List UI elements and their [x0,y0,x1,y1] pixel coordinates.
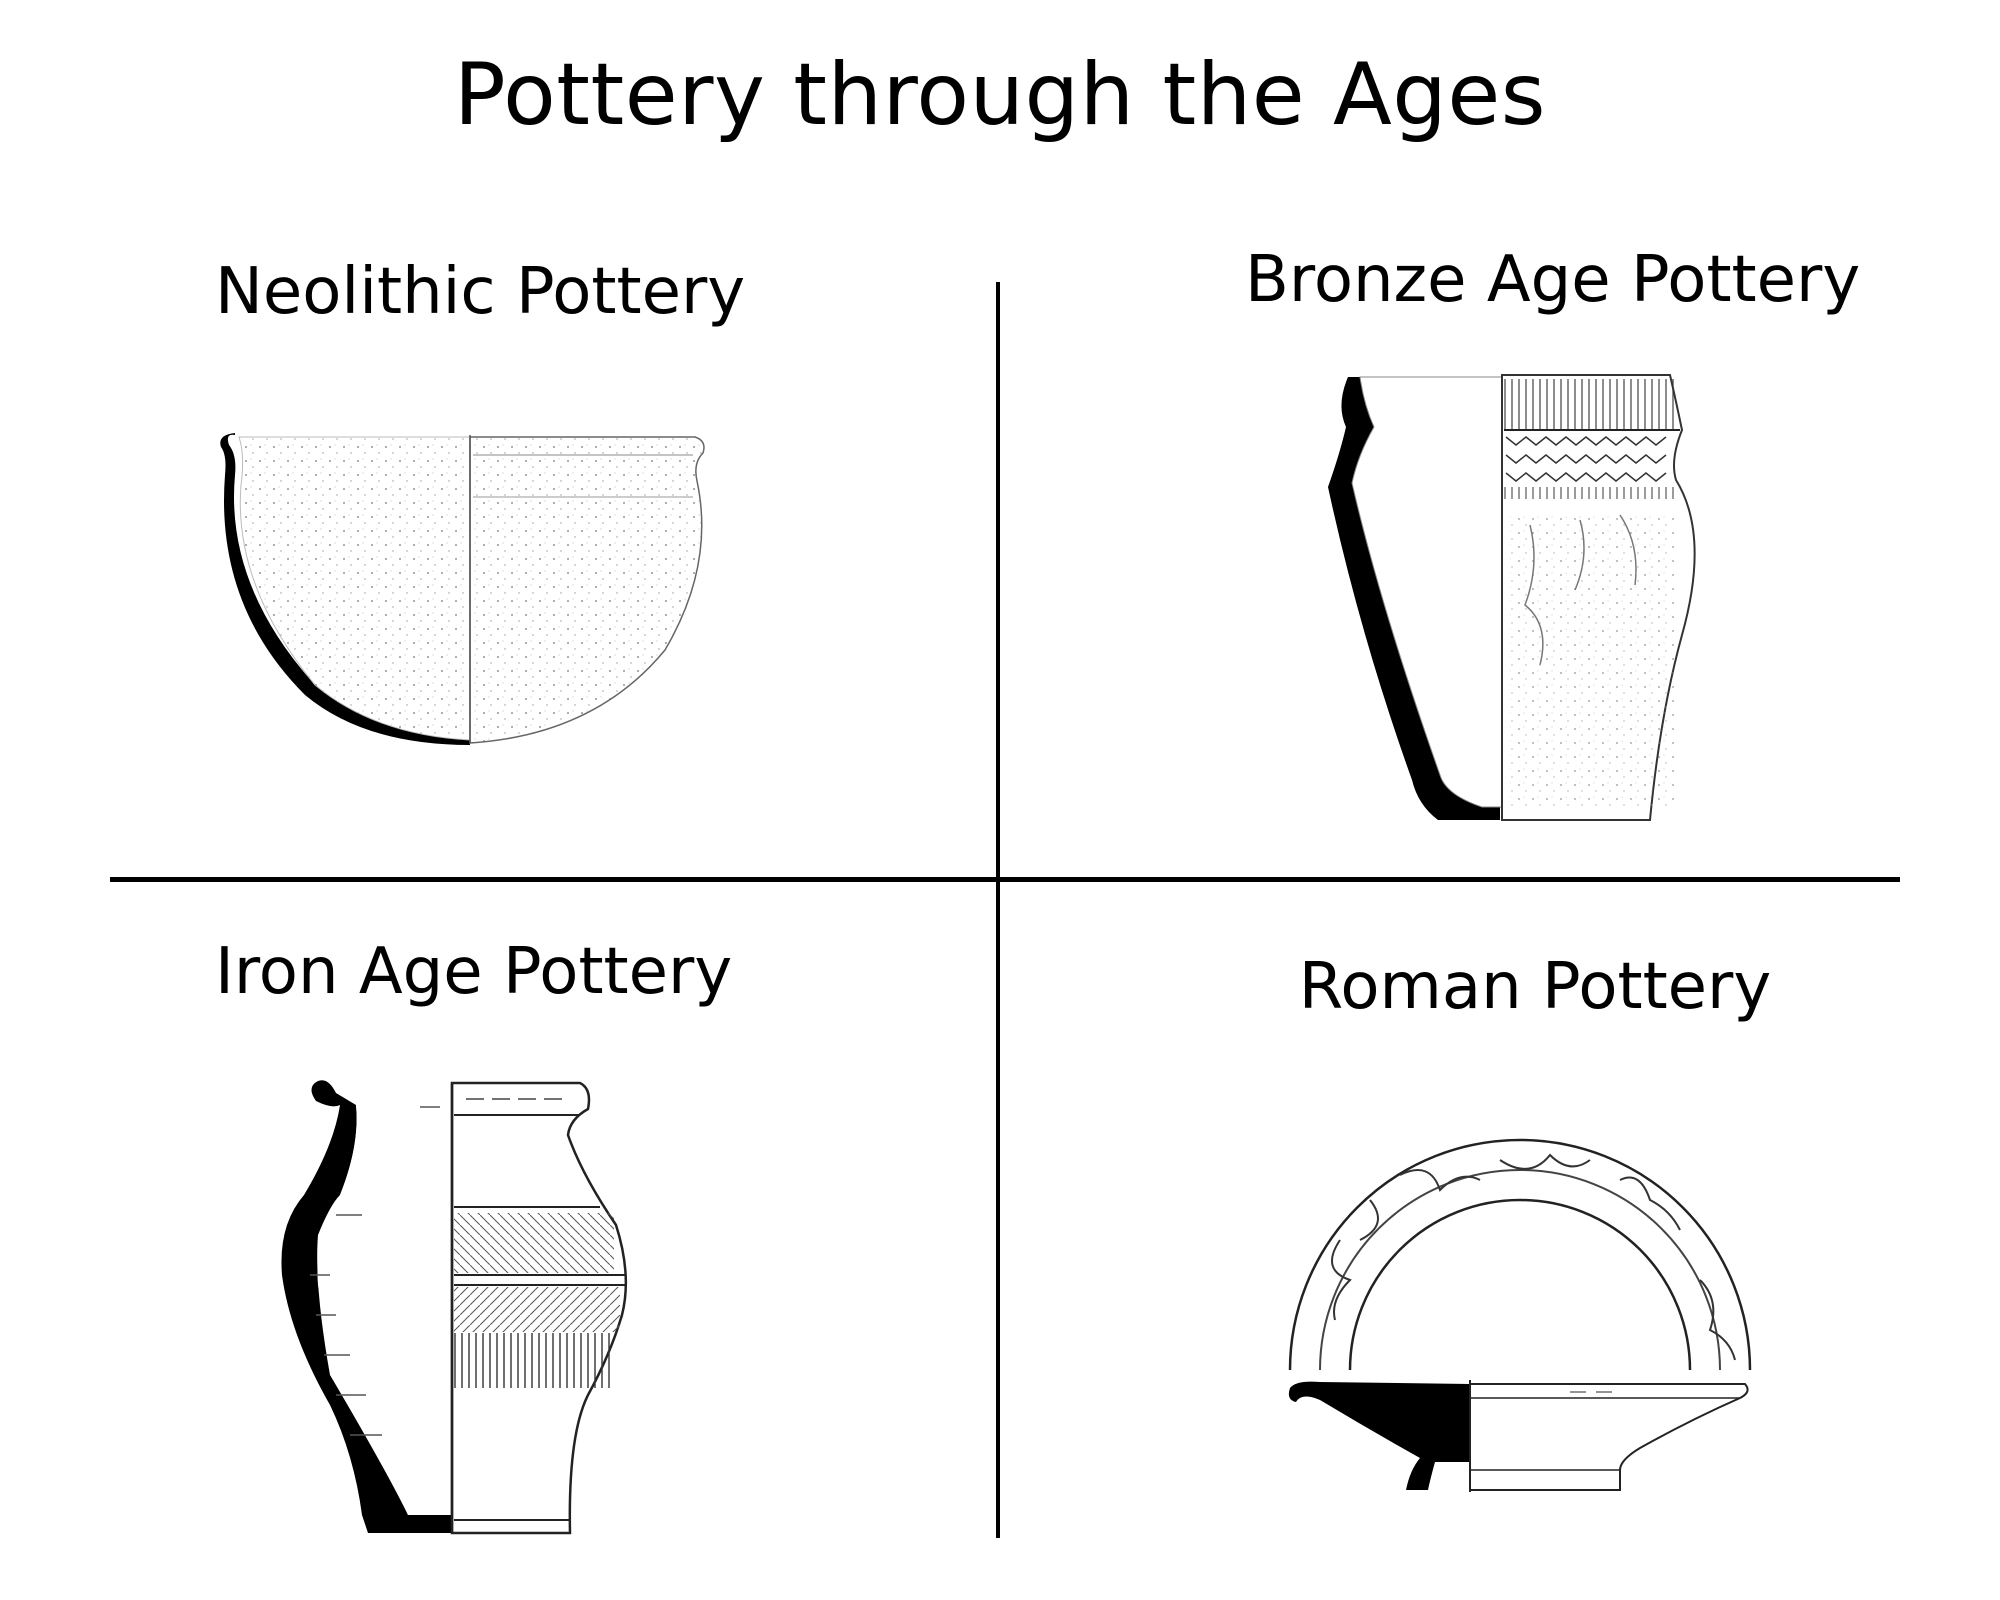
diagram-title: Pottery through the Ages [453,45,1547,145]
roman-heading: Roman Pottery [1298,950,1772,1024]
iron-age-heading: Iron Age Pottery [215,935,733,1009]
bronze-age-heading: Bronze Age Pottery [1245,243,1861,317]
neolithic-heading: Neolithic Pottery [215,255,746,329]
roman-dish-icon [1288,1138,1752,1492]
horizontal-divider [110,877,1900,882]
vertical-divider [996,282,1000,1538]
bronze-age-beaker-icon [1328,374,1696,821]
iron-age-jar-icon [281,1080,628,1535]
neolithic-bowl-icon [220,433,705,745]
